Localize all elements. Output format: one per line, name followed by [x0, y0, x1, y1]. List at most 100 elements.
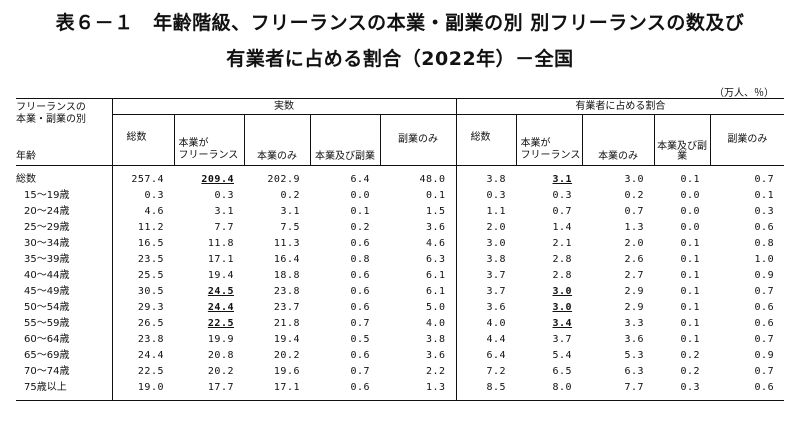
cell-value: 3.7: [486, 270, 507, 281]
data-cell: 0.3: [654, 380, 711, 401]
data-cell: 0.7: [310, 364, 380, 380]
data-cell: 0.1: [654, 332, 710, 348]
cell-value: 29.3: [137, 302, 164, 313]
table-row: 75歳以上 19.0 17.7 17.1 0.6 1.3 8.5 8.0 7.7 0.3 0.6: [16, 380, 785, 401]
data-cell: 2.9: [582, 284, 654, 300]
data-cell: 0.8: [710, 236, 784, 252]
cell-value: 6.3: [426, 254, 446, 265]
data-cell: 6.4: [310, 166, 380, 189]
data-cell: 6.1: [380, 268, 456, 284]
data-cell: 20.2: [174, 364, 244, 380]
data-cell: 0.6: [710, 316, 784, 332]
data-cell: 22.5: [111, 364, 174, 380]
data-cell: 3.1: [244, 204, 310, 220]
cell-value: 3.0: [552, 286, 573, 297]
cell-value: 4.4: [486, 334, 507, 345]
cell-value: 2.8: [552, 270, 573, 281]
data-cell: 0.3: [710, 204, 784, 220]
cell-value: 2.1: [552, 238, 573, 249]
cell-value: 3.0: [552, 302, 573, 313]
cell-value: 2.6: [624, 254, 645, 265]
data-cell: 3.4: [516, 316, 582, 332]
data-cell: 0.7: [582, 204, 654, 220]
cell-value: 0.9: [754, 350, 775, 361]
data-cell: 7.5: [244, 220, 310, 236]
data-cell: 17.1: [174, 252, 244, 268]
cell-value: 0.7: [754, 366, 775, 377]
data-cell: 257.4: [111, 165, 174, 188]
cell-value: 0.6: [350, 286, 370, 297]
cell-value: 0.0: [680, 206, 701, 217]
cell-value: 3.4: [552, 318, 573, 329]
row-label: 35～39歳: [24, 254, 70, 265]
cell-value: 1.3: [426, 382, 446, 393]
cell-value: 11.3: [273, 238, 300, 249]
data-cell: 1.3: [380, 380, 457, 401]
cell-value: 1.1: [486, 206, 507, 217]
data-cell: 5.4: [516, 348, 582, 364]
cell-value: 48.0: [419, 174, 446, 185]
data-cell: 3.8: [380, 332, 456, 348]
data-cell: 16.5: [111, 236, 174, 252]
data-cell: 3.6: [455, 300, 517, 316]
cell-value: 0.8: [350, 254, 370, 265]
data-cell: 0.6: [310, 284, 380, 300]
data-cell: 19.0: [111, 380, 174, 401]
cell-value: 0.1: [680, 254, 701, 265]
cell-value: 0.6: [350, 302, 370, 313]
statistics-table: フリーランスの 本業・副業の別 年齢 実数 有業者に占める割合 総数 本業が フ…: [16, 97, 785, 401]
data-cell: 0.6: [710, 300, 784, 316]
data-cell: 30.5: [111, 284, 174, 300]
data-cell: 0.7: [710, 364, 784, 380]
group-header-actual: 実数: [111, 97, 457, 116]
data-cell: 3.1: [174, 204, 244, 220]
data-cell: 29.3: [111, 300, 174, 316]
cell-value: 1.3: [624, 222, 645, 233]
data-cell: 0.7: [710, 332, 784, 348]
data-cell: 6.3: [380, 252, 456, 268]
data-cell: 3.3: [582, 316, 654, 332]
data-cell: 3.6: [582, 332, 654, 348]
cell-value: 0.0: [680, 222, 701, 233]
data-cell: 4.0: [380, 316, 456, 332]
cell-value: 2.8: [552, 254, 573, 265]
table-row: 20～24歳 4.6 3.1 3.1 0.1 1.5 1.1 0.7 0.7 0.0 0.3: [16, 204, 784, 220]
data-cell: 0.1: [654, 236, 710, 252]
cell-value: 7.5: [280, 222, 300, 233]
cell-value: 5.3: [624, 350, 645, 361]
data-cell: 2.8: [516, 252, 582, 268]
cell-value: 0.1: [680, 302, 701, 313]
data-cell: 23.8: [111, 332, 174, 348]
data-cell: 3.7: [455, 284, 517, 300]
cell-value: 11.8: [207, 238, 234, 249]
cell-value: 0.2: [624, 190, 645, 201]
cell-value: 11.2: [137, 222, 164, 233]
data-cell: 3.0: [516, 284, 582, 300]
cell-value: 2.0: [486, 222, 507, 233]
row-label: 55～59歳: [24, 318, 70, 329]
cell-value: 0.6: [350, 270, 370, 281]
cell-value: 3.6: [486, 302, 507, 313]
table-title-line-1: 表６－１ 年齢階級、フリーランスの本業・副業の別 別フリーランスの数及び: [55, 12, 745, 34]
data-cell: 23.5: [111, 252, 174, 268]
cell-value: 3.8: [426, 334, 446, 345]
cell-value: 19.6: [273, 366, 300, 377]
data-cell: 3.8: [455, 165, 517, 188]
cell-value: 0.6: [350, 382, 370, 393]
col-header-ratio-side-only: 副業のみ: [709, 114, 785, 166]
table-row: 50～54歳 29.3 24.4 23.7 0.6 5.0 3.6 3.0 2.9 0.1 0.6: [16, 300, 784, 316]
row-label: 総数: [16, 174, 36, 185]
data-cell: 25.5: [111, 268, 174, 284]
data-cell: 8.0: [516, 380, 583, 401]
cell-value: 7.2: [486, 366, 507, 377]
cell-value: 30.5: [137, 286, 164, 297]
unit-note: （万人、％）: [714, 88, 774, 99]
data-cell: 26.5: [111, 316, 174, 332]
cell-value: 24.4: [207, 302, 234, 313]
data-cell: 24.5: [174, 284, 244, 300]
cell-value: 2.2: [426, 366, 446, 377]
cell-value: 0.2: [350, 222, 370, 233]
cell-value: 20.2: [273, 350, 300, 361]
corner-top-label: フリーランスの 本業・副業の別: [16, 102, 86, 125]
data-cell: 0.8: [310, 252, 380, 268]
